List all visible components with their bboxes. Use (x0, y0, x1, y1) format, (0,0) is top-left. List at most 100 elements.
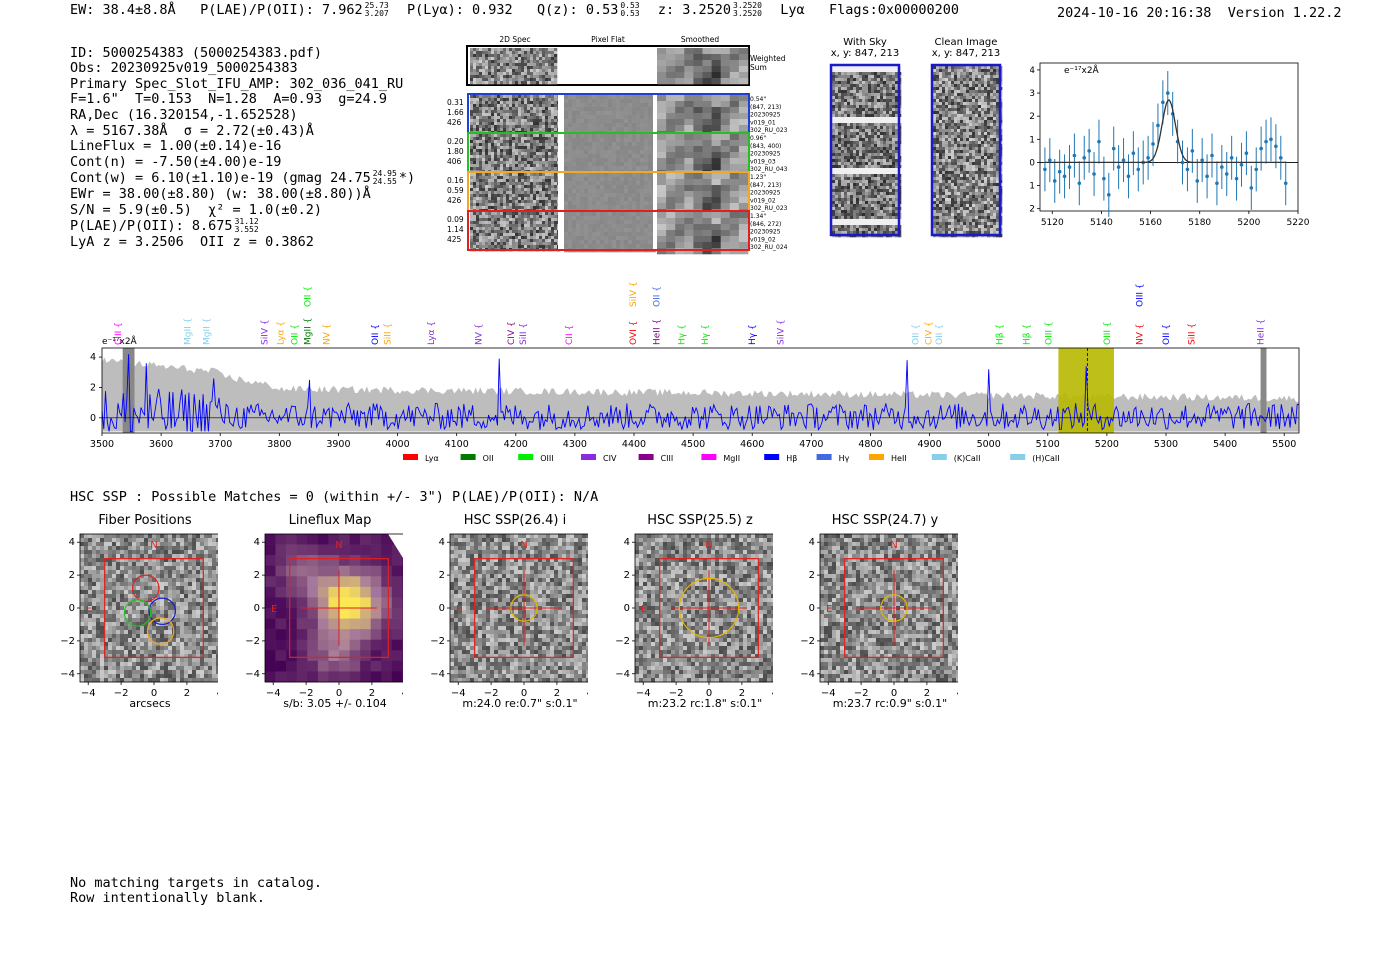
timestamp: 2024-10-16 20:16:38 (1057, 5, 1212, 21)
flux-pixel (339, 586, 350, 598)
flux-pixel (307, 565, 319, 577)
flux-pixel (360, 639, 372, 651)
flux-pixel (360, 660, 372, 672)
north-marker: N (705, 540, 712, 551)
cutout-meta: 20230925 (750, 190, 781, 197)
panel-xtick-label: 4 (957, 688, 958, 699)
flux-pixel (349, 555, 361, 567)
spectrum-xtick-label: 4400 (622, 439, 646, 450)
panel-xtick-label: 2 (739, 688, 745, 699)
line-label: Hβ { (1022, 324, 1032, 345)
flux-pixel (328, 576, 340, 588)
hsc-panel-caption: m:23.2 rc:1.8" s:0.1" (647, 697, 763, 710)
flux-pixel (370, 660, 382, 672)
flux-pixel (286, 534, 298, 545)
flux-pixel (307, 629, 319, 641)
panel-xtick-label: −4 (821, 688, 836, 699)
clean-frame (930, 63, 1002, 237)
cutout-meta: (843, 400) (750, 143, 781, 150)
line-label: SiII { (384, 323, 394, 345)
flux-pixel (349, 608, 361, 619)
panel-xtick-label: 4 (402, 688, 403, 699)
panel-xtick-label: 2 (924, 688, 930, 699)
flux-pixel (370, 576, 382, 588)
fit-point (1269, 137, 1273, 142)
fit-model-curve (1044, 99, 1286, 164)
ewr-line: EWr = 38.00(±8.80) (w: 38.00(±8.80))Å (70, 185, 371, 202)
plae2-text: P(LAE)/P(OII): 8.675 (70, 218, 233, 235)
source-circle (880, 594, 908, 622)
panel-xtick-label: 4 (772, 688, 773, 699)
flux-pixel (265, 629, 276, 641)
flux-pixel (265, 618, 276, 630)
plae2-lo: 3.552 (234, 225, 259, 235)
spectrum-axes-frame (101, 347, 1300, 434)
flux-pixel (275, 650, 287, 662)
fit-ytick-label: −2 (1030, 205, 1035, 215)
cutout-meta: 302_RU_023 (750, 205, 788, 212)
hsc-panel-image: N E −4 −4 −2 −2 0 0 2 2 4 4 (60, 533, 218, 699)
flux-pixel (370, 534, 382, 545)
spectrum-ytick-label: 4 (90, 352, 96, 363)
line-label: OII { (652, 286, 662, 307)
legend-swatch (638, 454, 654, 460)
fit-point (1116, 165, 1121, 169)
id-line: ID: 5000254383 (5000254383.pdf) (70, 44, 322, 61)
panel-xtick-label: 0 (891, 688, 897, 699)
flux-pixel (275, 671, 287, 683)
flux-pixel (317, 618, 329, 630)
panel-ytick-label: −2 (800, 636, 815, 647)
detection-info: ID: 5000254383 (5000254383.pdf) Obs: 2023… (70, 30, 415, 266)
flux-pixel (286, 597, 298, 609)
flux-pixel (339, 671, 350, 683)
fit-xtick-label: 5140 (1090, 218, 1113, 228)
line-id: Lyα (780, 2, 805, 18)
flux-pixel (265, 565, 276, 577)
north-marker: N (150, 540, 157, 551)
flux-pixel (296, 597, 308, 609)
line-label: MgII { (304, 318, 314, 345)
line-label: OII { (291, 324, 301, 345)
flux-pixel (296, 671, 308, 683)
flux-pixel (349, 576, 361, 588)
fiber-line: F=1.6" T=0.153 N=1.28 A=0.93 g=24.9 (70, 91, 387, 108)
spectrum-xtick-label: 4500 (681, 439, 705, 450)
panel-xtick-label: 2 (554, 688, 560, 699)
flux-pixel (360, 565, 372, 577)
panel-ytick-label: 4 (439, 537, 445, 548)
flux-pixel (307, 618, 319, 630)
flux-pixel (381, 650, 393, 662)
cutout-meta: 302_RU_024 (750, 244, 788, 251)
panel-ytick-label: −2 (60, 636, 75, 647)
cutout-meta: 20230925 (750, 229, 781, 236)
flux-pixel (339, 639, 350, 651)
with-sky-title: With Sky x, y: 847, 213 (822, 37, 908, 59)
panel-ytick-label: −4 (800, 669, 815, 680)
fit-point (1121, 158, 1126, 162)
flux-pixel (402, 671, 403, 683)
fit-point (1161, 100, 1165, 105)
flux-pixel (381, 629, 393, 641)
flux-pixel (296, 660, 308, 672)
flux-pixel (317, 660, 329, 672)
panel-ytick-label: 0 (439, 603, 445, 614)
aperture-box (659, 558, 759, 658)
contw-lo: 24.55 (372, 177, 397, 187)
fit-point (1279, 156, 1283, 160)
legend-label: CIII (661, 454, 674, 463)
flux-pixel (391, 671, 403, 683)
line-label: CIV { (924, 321, 934, 345)
spectrum-xtick-label: 5300 (1154, 439, 1178, 450)
fiber-circle (148, 597, 176, 626)
panel-xtick-label: −4 (636, 688, 651, 699)
line-label: Hγ { (701, 324, 711, 345)
flux-pixel (360, 618, 372, 630)
cutout-row-frame (467, 210, 750, 251)
cutout-meta: 20230925 (750, 151, 781, 158)
fit-point (1062, 174, 1067, 179)
flux-pixel (402, 565, 403, 577)
flux-pixel (275, 555, 287, 567)
flux-pixel (370, 618, 382, 630)
flux-pixel (265, 660, 276, 672)
